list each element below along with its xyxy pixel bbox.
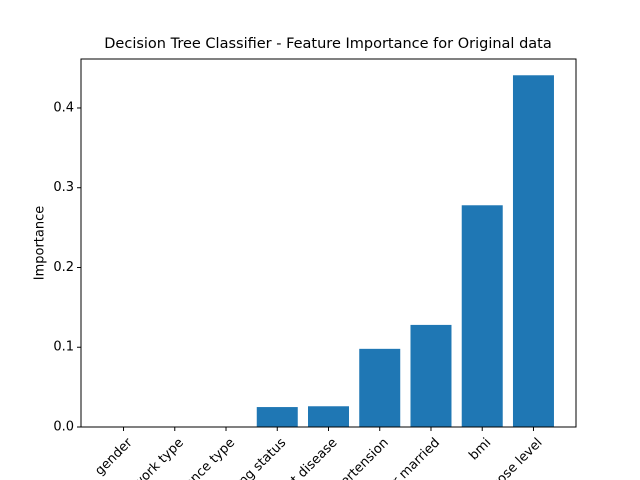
bar bbox=[359, 348, 401, 427]
x-tick-label: bmi bbox=[466, 435, 494, 463]
x-tick-label: gender bbox=[92, 435, 136, 479]
bar bbox=[256, 407, 298, 427]
y-tick-label: 0.1 bbox=[53, 340, 74, 355]
bar bbox=[512, 75, 554, 427]
y-tick-label: 0.0 bbox=[53, 420, 74, 435]
chart-title: Decision Tree Classifier - Feature Impor… bbox=[104, 36, 551, 52]
bar bbox=[308, 406, 349, 427]
y-tick-label: 0.2 bbox=[53, 260, 74, 275]
x-tick-label: avg glucose level bbox=[455, 435, 546, 480]
y-axis-label: Importance bbox=[33, 206, 48, 281]
x-tick-label: work type bbox=[131, 435, 187, 480]
plot-frame bbox=[80, 58, 577, 428]
y-tick-label: 0.3 bbox=[53, 180, 74, 195]
bar bbox=[461, 205, 503, 427]
y-tick-label: 0.4 bbox=[53, 100, 74, 115]
bar bbox=[410, 324, 452, 427]
